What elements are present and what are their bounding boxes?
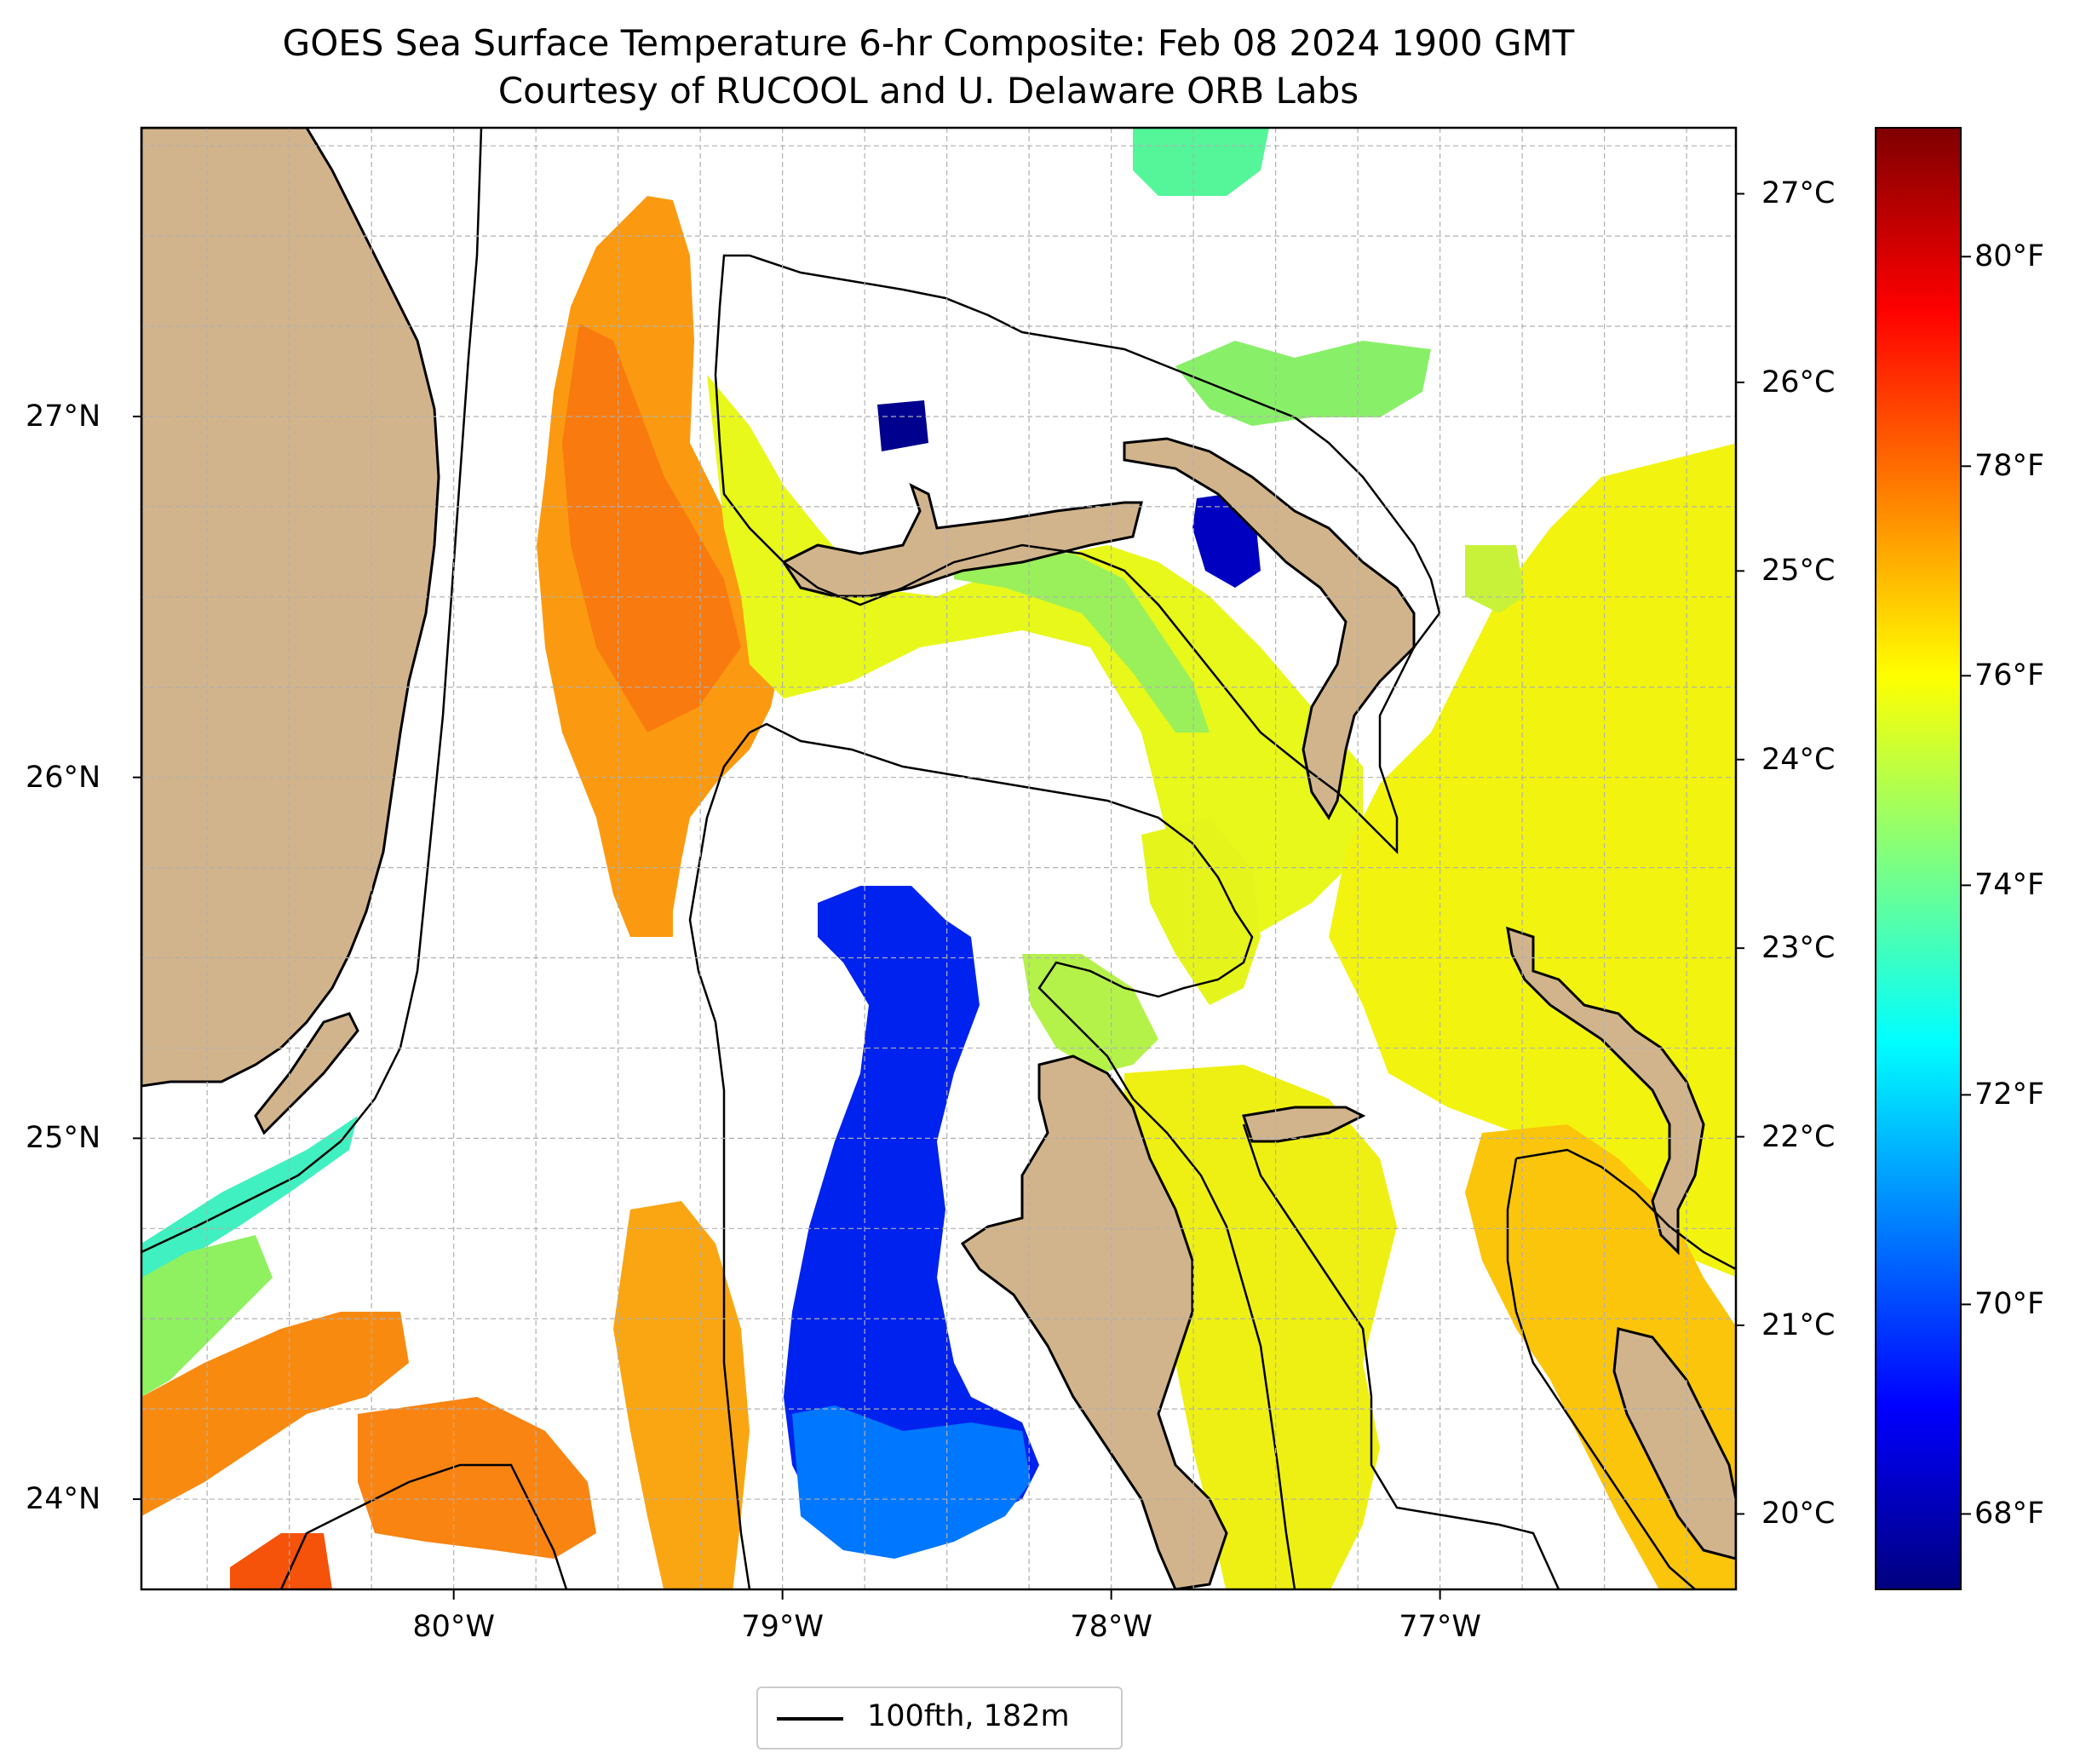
sst-patch-tongue-of-ocean: [784, 886, 1039, 1550]
celsius-tick-label: 26°C: [1761, 365, 1836, 399]
lat-tick-label: 27°N: [26, 399, 101, 434]
lat-tick-label: 25°N: [26, 1121, 101, 1156]
celsius-tick-label: 23°C: [1761, 931, 1836, 966]
sst-patch-gulf-stream-core: [562, 324, 741, 733]
sst-patch-south-orange-channel: [613, 1201, 750, 1589]
legend-label: 100fth, 182m: [867, 1699, 1070, 1733]
lon-tick-label: 78°W: [1070, 1610, 1152, 1644]
land-new-providence: [1242, 1106, 1366, 1143]
plot-frame: [140, 126, 1738, 1591]
axis-ticks: [133, 415, 1441, 1600]
isobath-exuma-west: [1506, 1158, 1696, 1589]
fahrenheit-tick-label: 72°F: [1974, 1077, 2045, 1112]
sst-patch-cold-spot-1: [877, 400, 928, 451]
sst-patch-center-yellow: [1141, 818, 1261, 1005]
sst-patch-grand-bahama-green: [1175, 341, 1431, 426]
celsius-tick-label: 22°C: [1761, 1119, 1836, 1154]
legend: 100fth, 182m: [756, 1686, 1123, 1750]
fahrenheit-tick-label: 68°F: [1974, 1497, 2045, 1531]
map-subtitle: Courtesy of RUCOOL and U. Delaware ORB L…: [497, 70, 1359, 112]
isobath-keys-reef: [279, 1463, 568, 1589]
celsius-tick-label: 20°C: [1761, 1497, 1836, 1531]
fahrenheit-tick-label: 74°F: [1974, 868, 2045, 903]
lon-tick-label: 79°W: [741, 1610, 824, 1644]
land-andros: [960, 1054, 1228, 1589]
colorbar: [1875, 127, 1962, 1590]
isobath-tongue-west: [688, 732, 751, 1589]
isobath-great-bahama-bank: [749, 722, 1296, 1589]
sst-patch-south-yellow: [1124, 1065, 1397, 1589]
celsius-tick-label: 21°C: [1761, 1308, 1836, 1342]
celsius-tick-label: 24°C: [1761, 742, 1836, 777]
gridlines: [141, 128, 1736, 1589]
lat-tick-label: 24°N: [26, 1482, 101, 1517]
sst-patch-north-teal: [1133, 128, 1269, 196]
map-title: GOES Sea Surface Temperature 6-hr Compos…: [282, 22, 1575, 64]
lat-tick-label: 26°N: [26, 760, 101, 795]
celsius-tick-label: 25°C: [1761, 554, 1836, 589]
lon-tick-label: 77°W: [1399, 1610, 1481, 1644]
land-grand-bahama: [781, 483, 1143, 598]
fahrenheit-tick-label: 70°F: [1974, 1287, 2045, 1322]
fahrenheit-tick-label: 78°F: [1974, 449, 2045, 484]
sst-patch-keys-teal: [141, 1116, 358, 1278]
fahrenheit-tick-label: 80°F: [1974, 239, 2045, 274]
legend-isobath-line: [777, 1717, 843, 1721]
sst-patch-keys-orange: [141, 1312, 409, 1516]
isobath-100fth: [141, 128, 1736, 1589]
celsius-tick-label: 27°C: [1761, 176, 1836, 211]
sst-patch-tongue-south-light: [792, 1405, 1031, 1559]
fahrenheit-tick-label: 76°F: [1974, 658, 2045, 693]
colorbar-ticks: [1736, 192, 1971, 1515]
sst-patch-abaco-east: [1465, 545, 1525, 613]
sst-patch-keys-red: [230, 1533, 332, 1589]
isobath-andros-east: [1242, 1123, 1560, 1589]
isobath-florida-shelf: [141, 128, 483, 1254]
land-eleuthera: [1506, 926, 1705, 1255]
sst-patch-andros-west: [1022, 954, 1158, 1073]
isobath-little-bahama-bank: [714, 254, 1441, 855]
land: [141, 128, 1736, 1589]
sst-patch-channel-green: [954, 545, 1210, 733]
isobath-exuma-sound: [1515, 1148, 1736, 1271]
land-florida: [141, 128, 440, 1088]
land-abaco: [1123, 437, 1416, 820]
lon-tick-label: 80°W: [412, 1610, 495, 1644]
